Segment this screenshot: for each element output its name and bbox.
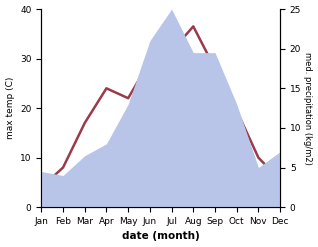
Y-axis label: med. precipitation (kg/m2): med. precipitation (kg/m2) bbox=[303, 52, 313, 165]
X-axis label: date (month): date (month) bbox=[122, 231, 200, 242]
Y-axis label: max temp (C): max temp (C) bbox=[5, 77, 15, 139]
